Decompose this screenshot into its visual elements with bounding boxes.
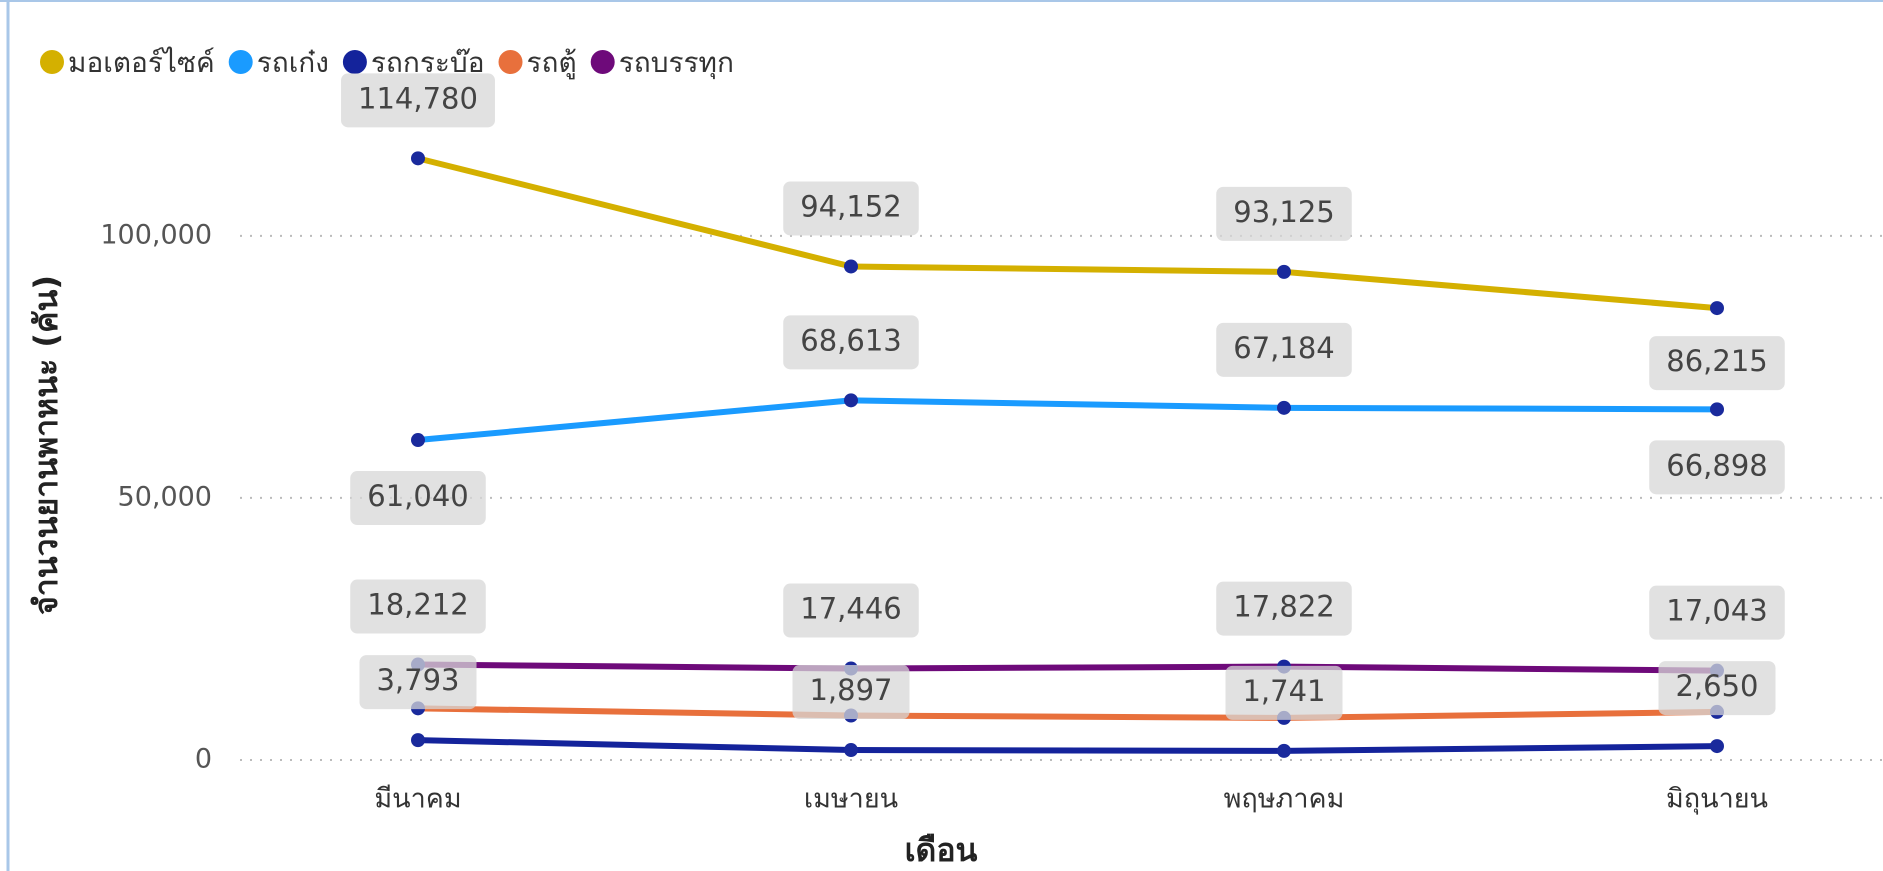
data-label-box (783, 583, 919, 638)
data-label: 17,446 (783, 583, 919, 638)
point (844, 743, 858, 758)
legend-marker (228, 50, 253, 74)
data-label: 93,125 (1216, 186, 1352, 241)
legend-marker (590, 50, 615, 74)
data-label: 18,212 (350, 579, 486, 634)
data-label: 2,650 (1658, 661, 1776, 716)
data-label-text: 114,780 (358, 81, 478, 115)
data-label-box (783, 181, 919, 236)
data-label-text: 17,446 (800, 592, 901, 626)
series-line (417, 705, 1718, 721)
point (1710, 301, 1724, 316)
x-tick-label: เมษายน (804, 784, 898, 815)
y-tick-label: 50,000 (118, 481, 212, 512)
data-label-text: 93,125 (1233, 195, 1334, 229)
data-label-box (792, 665, 910, 720)
data-label-box (359, 655, 477, 710)
legend-label: รถตู้ (527, 46, 577, 80)
data-label-text: 86,215 (1666, 344, 1767, 378)
y-axis-title: จำนวนยานพาหนะ (คัน) (27, 275, 65, 615)
data-label: 61,040 (350, 471, 486, 526)
data-label-text: 17,822 (1233, 590, 1334, 624)
data-label-text: 66,898 (1666, 448, 1767, 482)
data-label-text: 1,741 (1242, 674, 1325, 708)
data-label: 17,043 (1649, 585, 1785, 640)
legend-label: รถบรรทุก (619, 46, 734, 80)
data-label: 17,822 (1216, 581, 1352, 636)
data-label-box (350, 471, 486, 526)
data-label: 68,613 (783, 315, 919, 370)
point (1277, 743, 1291, 758)
data-label: 1,897 (792, 665, 910, 720)
data-label-box (1658, 661, 1776, 716)
data-label-text: 2,650 (1675, 669, 1758, 703)
data-label: 94,152 (783, 181, 919, 236)
data-label-box (1216, 581, 1352, 636)
point (1710, 739, 1724, 754)
data-label-text: 18,212 (367, 588, 468, 622)
series-line (417, 397, 1718, 444)
legend-label: มอเตอร์ไซค์ (68, 46, 215, 79)
point (1710, 402, 1724, 417)
series-line (417, 737, 1718, 754)
data-label: 114,780 (341, 73, 495, 128)
data-label-text: 1,897 (809, 673, 892, 707)
point (1277, 400, 1291, 415)
data-label-text: 94,152 (800, 189, 901, 223)
data-label: 3,793 (359, 655, 477, 710)
series-line (417, 155, 1718, 312)
data-label-text: 17,043 (1666, 594, 1767, 628)
data-label: 1,741 (1225, 665, 1343, 720)
data-label-text: 68,613 (800, 323, 901, 357)
data-label-box (1225, 665, 1343, 720)
x-tick-label: พฤษภาคม (1224, 784, 1345, 815)
y-tick-label: 0 (195, 744, 212, 775)
data-label-box (1216, 186, 1352, 241)
data-label-box (341, 73, 495, 128)
x-tick-label: มิถุนายน (1666, 784, 1768, 816)
data-label-box (1649, 336, 1785, 391)
legend-label: รถเก๋ง (257, 46, 329, 79)
data-label-box (1649, 585, 1785, 640)
data-label: 67,184 (1216, 322, 1352, 377)
point (411, 733, 425, 748)
legend-marker (342, 50, 367, 74)
data-label-box (1216, 322, 1352, 377)
data-label: 66,898 (1649, 440, 1785, 495)
series-line (417, 661, 1718, 674)
point (411, 151, 425, 166)
data-label-box (783, 315, 919, 370)
data-label-text: 61,040 (367, 479, 468, 513)
point (1277, 264, 1291, 279)
x-axis-title: เดือน (905, 831, 978, 869)
x-tick-label: มีนาคม (374, 784, 461, 815)
data-label: 86,215 (1649, 336, 1785, 391)
y-tick-label: 100,000 (100, 219, 212, 250)
data-label-box (350, 579, 486, 634)
legend-marker (498, 50, 523, 74)
legend-marker (40, 50, 64, 74)
data-label-text: 67,184 (1233, 331, 1334, 365)
data-label-box (1649, 440, 1785, 495)
point (844, 259, 858, 274)
point (411, 433, 425, 448)
data-label-text: 3,793 (376, 663, 459, 697)
point (844, 393, 858, 408)
